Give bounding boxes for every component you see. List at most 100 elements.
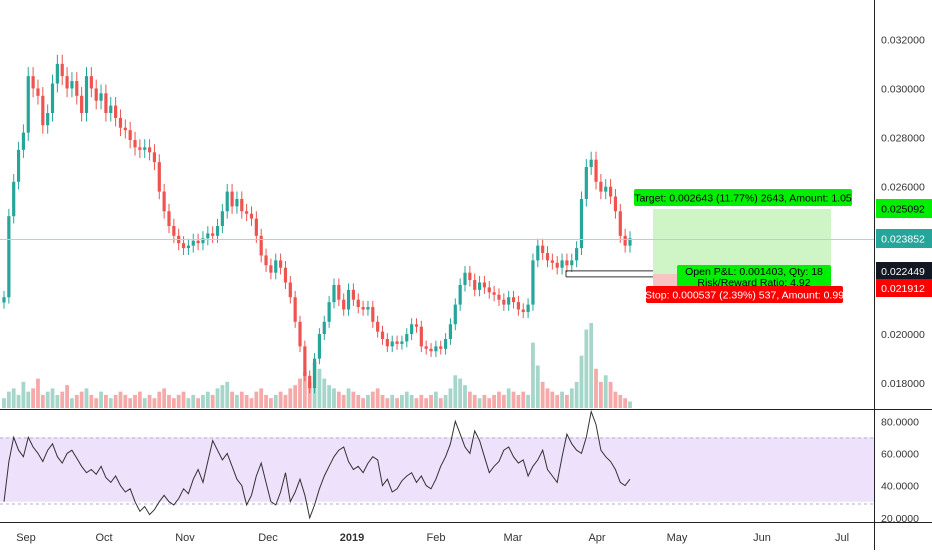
volume-bar [618,394,623,408]
volume-bar [74,394,79,408]
volume-bar [560,391,564,408]
candle-body [351,289,355,300]
candle-body [604,186,608,192]
volume-bar [443,394,448,408]
candle-body [502,299,506,305]
candle-body [70,81,74,89]
volume-bar [244,394,249,408]
candle-body [211,233,215,236]
candle-body [206,233,210,239]
volume-bar [288,388,293,408]
target-badge-bg [876,199,932,218]
candle-body [128,130,132,141]
volume-bar [171,398,176,408]
stop-label-box[interactable]: Stop: 0.000537 (2.39%) 537, Amount: 0.99 [645,286,844,303]
volume-bar [574,381,579,408]
volume-bar [210,394,215,408]
volume-bar [404,391,409,408]
volume-bar [545,388,550,408]
candle-body [94,88,98,101]
candle-body [240,198,244,212]
last-badge-bg [876,229,932,248]
volume-bar [453,375,458,408]
volume-bar [521,391,526,408]
volume-bar [230,391,234,408]
volume-bar [429,394,433,408]
rsi-axis[interactable]: 80.0000 60.0000 40.0000 20.0000 [881,416,919,525]
volume-bar [128,398,133,408]
candle-body [516,302,520,310]
volume-bar [526,394,530,408]
target-label: Target: 0.002643 (11.77%) 2643, Amount: … [634,193,852,205]
candle-body [152,152,157,163]
candle-body [453,304,457,325]
target-label-box[interactable]: Target: 0.002643 (11.77%) 2643, Amount: … [634,189,852,206]
last-price-label: 0.023852 [881,234,925,246]
open-pnl-label: Open P&L: 0.001403, Qty: 18 [685,266,823,278]
candles [2,54,632,394]
volume-bar [142,398,147,408]
volume-bar [322,378,327,408]
candle-body [579,198,584,249]
candle-body [26,76,30,133]
candle-body [390,341,394,347]
candle-body [220,211,224,226]
candle-body [555,262,559,268]
time-tick-label: Jul [835,532,849,544]
volume-bar [448,388,453,408]
candle-body [104,93,108,113]
candle-body [308,375,312,389]
volume-bar [327,385,332,408]
candle-body [560,260,564,268]
time-axis[interactable]: Sep Oct Nov Dec 2019 Feb Mar Apr May Jun Jul [16,532,849,544]
price-tick-label: 0.018000 [881,378,925,390]
volume-bar [293,385,298,408]
volume-bar [50,388,55,408]
price-tick-label: 0.032000 [881,34,925,46]
entry-connector [565,270,653,278]
volume-bar [283,394,288,408]
volume-bar [273,394,278,408]
rsi-tick-label: 40.0000 [881,481,919,493]
candle-body [196,240,200,244]
candle-body [458,284,462,305]
candle-body [245,211,249,214]
volume-bar [186,398,191,408]
pnl-label-box[interactable]: Open P&L: 0.001403, Qty: 18 Risk/Reward … [677,265,831,289]
volume-bar [409,394,414,408]
volume-bar [60,391,65,408]
candle-body [249,213,254,219]
volume-bar [176,394,181,408]
candle-body [123,127,127,131]
volume-bar [385,398,390,408]
last-price-badge: 0.023852 [876,229,932,248]
target-price-badge: 0.025092 [876,199,932,218]
volume-bar [264,394,268,408]
volume-bar [31,388,36,408]
candle-body [371,307,375,322]
volume-bar [589,323,594,408]
volume-bar [6,391,11,408]
target-zone[interactable] [653,208,831,274]
volume-bar [540,381,545,408]
candle-body [303,346,307,376]
candle-body [31,76,35,89]
candle-body [410,324,414,335]
candle-body [487,287,491,293]
candle-body [361,307,365,310]
time-tick-label: Apr [588,532,605,544]
volume-bar [438,398,443,408]
volume-bar [205,391,210,408]
candle-body [584,167,588,199]
target-label-bg [634,189,852,206]
candle-body [346,289,351,310]
volume-bar [298,378,302,408]
candle-body [424,346,428,349]
volume-bar [225,381,230,408]
candle-body [114,105,118,118]
volume-bar [623,398,628,408]
volume-bar [336,391,341,408]
volume-bar [16,394,21,408]
